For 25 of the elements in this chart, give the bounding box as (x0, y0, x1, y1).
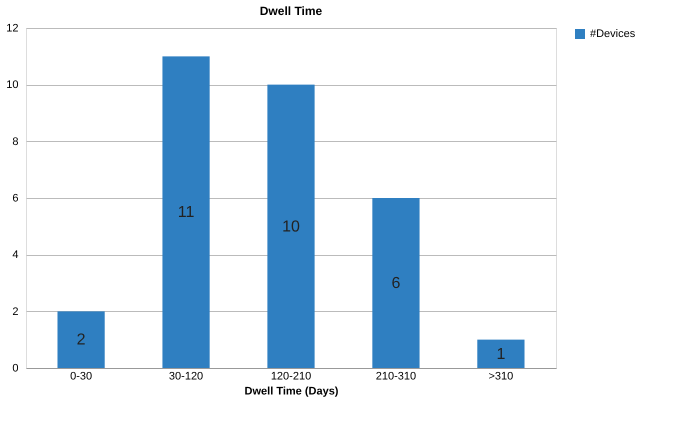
x-tick-label: >310 (488, 370, 514, 382)
y-tick-label: 6 (12, 192, 18, 204)
y-tick-label: 10 (6, 79, 18, 92)
x-tick-label: 30-120 (168, 370, 204, 382)
bar (267, 84, 315, 368)
bar (372, 198, 420, 368)
x-tick-label: 210-310 (376, 370, 416, 382)
y-tick-label: 8 (12, 136, 18, 148)
x-tick-label: 0-30 (70, 370, 92, 382)
data-label: 2 (76, 332, 86, 349)
legend-label: #Devices (590, 28, 636, 40)
x-tick-label: 120-210 (270, 370, 312, 382)
data-label: 11 (178, 204, 194, 222)
data-label: 10 (282, 218, 300, 236)
data-label: 6 (391, 275, 400, 292)
data-label: 1 (496, 346, 506, 363)
bar (162, 56, 210, 368)
chart-title: Dwell Time (260, 4, 323, 18)
y-tick-label: 0 (12, 362, 18, 374)
bar (477, 340, 525, 368)
y-tick-label: 12 (6, 22, 18, 34)
bar (57, 311, 105, 368)
y-tick-label: 2 (12, 306, 18, 318)
x-axis-title: Dwell Time (Days) (244, 386, 339, 398)
y-tick-label: 4 (12, 249, 18, 262)
